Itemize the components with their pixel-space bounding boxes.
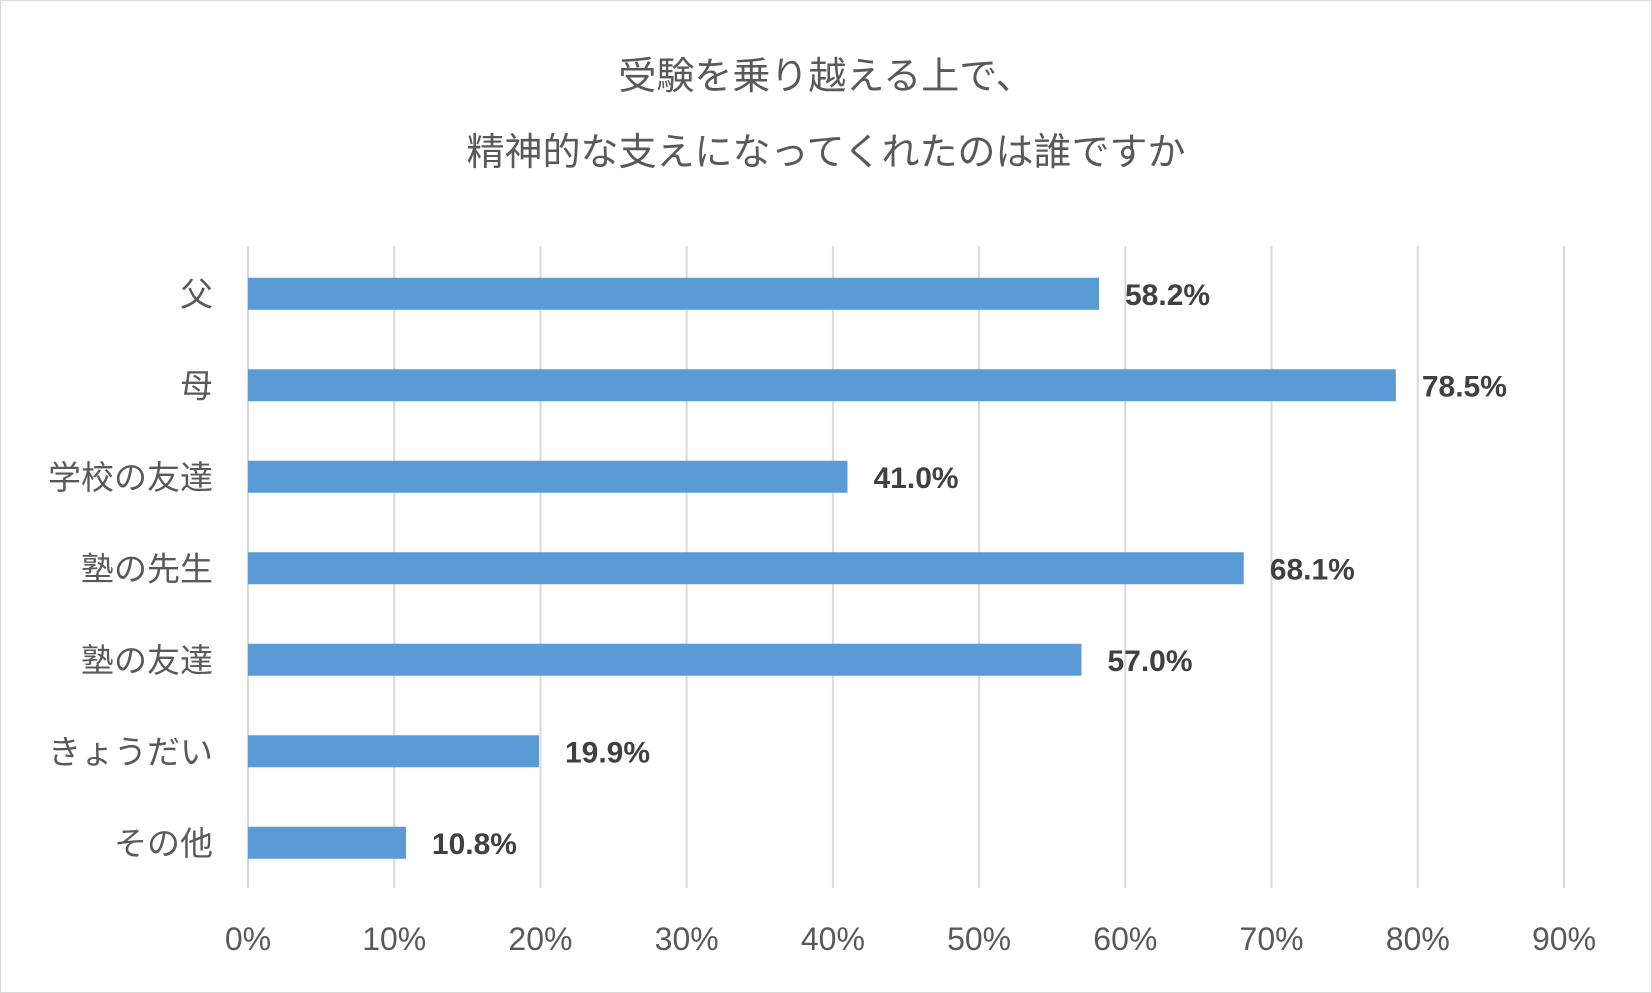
data-label-1: 78.5% <box>1422 370 1507 403</box>
bar-6 <box>248 826 406 859</box>
data-label-5: 19.9% <box>565 736 650 769</box>
data-labels: 58.2% 78.5% 41.0% 68.1% 57.0% 19.9% 10.8% <box>432 279 1507 861</box>
data-label-3: 68.1% <box>1270 553 1355 586</box>
x-tick-label-60: 60% <box>1093 921 1157 957</box>
bar-0 <box>248 277 1100 310</box>
category-label-4: 塾の友達 <box>81 641 213 680</box>
x-tick-label-0: 0% <box>225 921 271 957</box>
x-tick-label-50: 50% <box>947 921 1011 957</box>
chart-title-line-1: 受験を乗り越える上で、 <box>618 54 1034 98</box>
chart-title-line-2: 精神的な支えになってくれたのは誰ですか <box>466 130 1186 174</box>
category-label-0: 父 <box>180 275 213 314</box>
x-tick-label-10: 10% <box>362 921 426 957</box>
x-tick-label-80: 80% <box>1386 921 1450 957</box>
data-label-6: 10.8% <box>432 828 517 861</box>
x-tick-labels: 0% 10% 20% 30% 40% 50% 60% 70% 80% 90% <box>225 921 1596 957</box>
data-label-4: 57.0% <box>1107 645 1192 678</box>
category-label-6: その他 <box>114 824 213 863</box>
bar-3 <box>248 552 1244 585</box>
data-label-0: 58.2% <box>1125 279 1210 312</box>
category-label-3: 塾の先生 <box>81 549 213 588</box>
bar-5 <box>248 735 539 768</box>
x-tick-label-20: 20% <box>508 921 572 957</box>
bar-1 <box>248 369 1396 402</box>
bar-2 <box>248 460 848 493</box>
bars <box>248 277 1396 859</box>
category-label-1: 母 <box>180 366 213 405</box>
x-tick-label-70: 70% <box>1240 921 1304 957</box>
bar-4 <box>248 643 1082 676</box>
category-label-5: きょうだい <box>48 732 213 771</box>
x-tick-label-40: 40% <box>801 921 865 957</box>
x-tick-label-90: 90% <box>1532 921 1596 957</box>
data-label-2: 41.0% <box>874 462 959 495</box>
category-label-2: 学校の友達 <box>48 458 213 497</box>
x-tick-label-30: 30% <box>655 921 719 957</box>
